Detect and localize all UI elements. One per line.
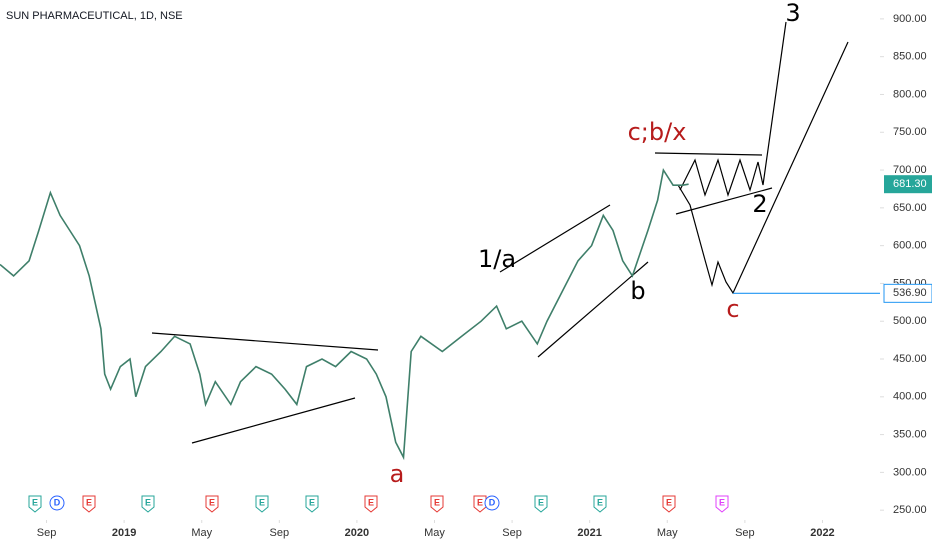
- event-badge: [82, 495, 96, 513]
- event-letter: E: [477, 497, 483, 507]
- last-price-tag: [884, 175, 932, 194]
- x-tick-label: Sep: [502, 527, 522, 539]
- event-marker: E: [534, 495, 548, 513]
- y-tick-label: 300.00: [893, 466, 927, 478]
- y-tick-label: 900.00: [893, 13, 927, 25]
- x-tick-label: May: [191, 527, 212, 539]
- event-badge: [364, 495, 378, 513]
- event-badge: [49, 495, 65, 511]
- y-tick-label: 500.00: [893, 315, 927, 327]
- wave-label: 1/a: [478, 245, 516, 273]
- y-tick-label: 600.00: [893, 240, 927, 252]
- event-marker: D: [484, 495, 500, 511]
- x-tick-label: 2022: [810, 527, 834, 539]
- last-price-label: 681.30: [893, 178, 927, 190]
- event-badge: [715, 495, 729, 513]
- event-marker: E: [141, 495, 155, 513]
- event-marker: D: [49, 495, 65, 511]
- trend-line: [499, 204, 611, 273]
- event-letter: E: [32, 497, 38, 507]
- x-tick-label: Sep: [37, 527, 57, 539]
- event-letter: E: [719, 497, 725, 507]
- wave-label: 2: [752, 190, 767, 218]
- event-letter: E: [434, 497, 440, 507]
- event-badge: [593, 495, 607, 513]
- level-label: 536.90: [893, 287, 927, 299]
- projection: [679, 21, 787, 198]
- y-tick-label: 350.00: [893, 428, 927, 440]
- event-marker: E: [593, 495, 607, 513]
- event-letter: D: [54, 497, 61, 507]
- x-tick-label: May: [657, 527, 678, 539]
- wave-label: a: [390, 460, 405, 488]
- event-letter: E: [538, 497, 544, 507]
- trend-line: [537, 261, 649, 358]
- event-marker: E: [715, 495, 729, 513]
- event-marker: E: [473, 495, 487, 513]
- event-marker: E: [82, 495, 96, 513]
- y-tick-label: 750.00: [893, 126, 927, 138]
- event-marker: E: [305, 495, 319, 513]
- x-tick-label: 2019: [112, 527, 136, 539]
- event-letter: E: [209, 497, 215, 507]
- event-badge: [534, 495, 548, 513]
- wave-label: 3: [785, 0, 800, 27]
- y-tick-label: 650.00: [893, 202, 927, 214]
- event-badge: [205, 495, 219, 513]
- event-badge: [305, 495, 319, 513]
- price-line: [0, 167, 689, 461]
- event-badge: [484, 495, 500, 511]
- trend-line: [675, 187, 773, 215]
- event-marker: E: [662, 495, 676, 513]
- wave-label: c;b/x: [628, 118, 687, 146]
- event-badge: [430, 495, 444, 513]
- projection: [677, 41, 849, 295]
- level-tag: [883, 283, 932, 303]
- event-badge: [662, 495, 676, 513]
- y-tick-label: 450.00: [893, 353, 927, 365]
- y-tick-label: 850.00: [893, 51, 927, 63]
- x-tick-label: May: [424, 527, 445, 539]
- event-letter: E: [597, 497, 603, 507]
- x-tick-label: 2020: [345, 527, 369, 539]
- chart-title: SUN PHARMACEUTICAL, 1D, NSE: [6, 10, 183, 22]
- event-marker: E: [28, 495, 42, 513]
- event-letter: E: [259, 497, 265, 507]
- event-badge: [141, 495, 155, 513]
- x-tick-label: Sep: [735, 527, 755, 539]
- y-tick-label: 250.00: [893, 504, 927, 516]
- event-letter: D: [489, 497, 496, 507]
- x-tick-label: 2021: [577, 527, 601, 539]
- y-tick-label: 700.00: [893, 164, 927, 176]
- event-badge: [255, 495, 269, 513]
- x-tick-label: Sep: [270, 527, 290, 539]
- event-letter: E: [145, 497, 151, 507]
- event-letter: E: [368, 497, 374, 507]
- event-marker: E: [430, 495, 444, 513]
- event-badge: [473, 495, 487, 513]
- wave-label: b: [630, 277, 645, 305]
- wave-label: c: [726, 295, 739, 323]
- event-marker: E: [255, 495, 269, 513]
- trend-line: [191, 397, 356, 444]
- event-badge: [28, 495, 42, 513]
- event-marker: E: [205, 495, 219, 513]
- event-letter: E: [86, 497, 92, 507]
- event-marker: E: [364, 495, 378, 513]
- y-tick-label: 400.00: [893, 391, 927, 403]
- event-letter: E: [666, 497, 672, 507]
- event-letter: E: [309, 497, 315, 507]
- y-tick-label: 800.00: [893, 88, 927, 100]
- trend-line: [654, 152, 763, 156]
- wave-drawings: [151, 21, 849, 444]
- trend-line: [151, 332, 379, 351]
